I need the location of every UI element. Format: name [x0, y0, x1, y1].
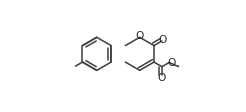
Text: O: O: [159, 35, 167, 45]
Text: O: O: [167, 58, 175, 68]
Text: O: O: [158, 72, 166, 82]
Text: O: O: [136, 31, 144, 41]
